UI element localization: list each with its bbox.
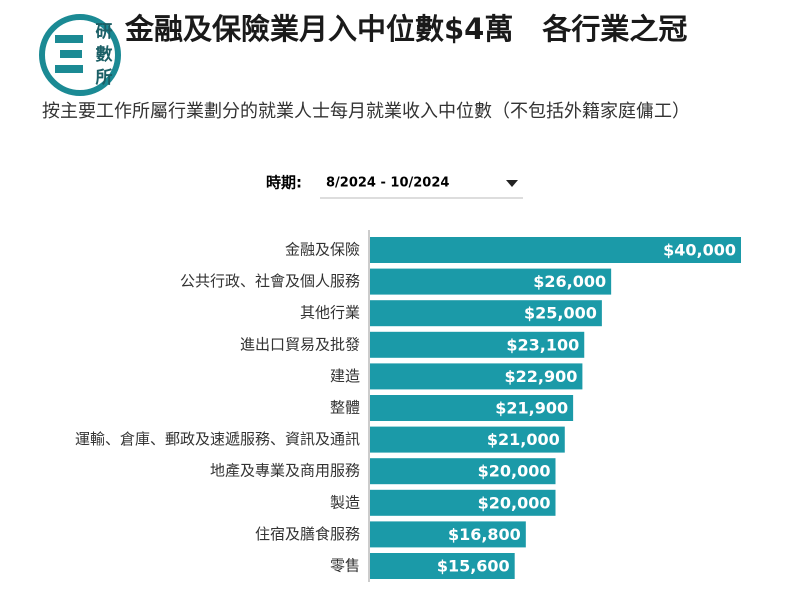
bar xyxy=(370,426,565,453)
logo: 研 數 所 xyxy=(39,14,121,96)
category-label: 住宿及膳食服務 xyxy=(255,525,360,543)
value-label: $21,000 xyxy=(487,430,560,449)
value-label: $15,600 xyxy=(437,557,510,576)
category-label: 建造 xyxy=(330,367,360,385)
bar xyxy=(370,395,574,421)
value-label: $20,000 xyxy=(478,493,551,512)
period-dropdown[interactable]: 8/2024 - 10/2024 xyxy=(320,176,523,199)
dropdown-arrow[interactable] xyxy=(506,180,518,187)
period-label: 時期: xyxy=(266,174,302,192)
logo-bar xyxy=(60,50,82,58)
value-label: $22,900 xyxy=(505,367,578,386)
period-value[interactable]: 8/2024 - 10/2024 xyxy=(326,176,449,191)
value-label: $25,000 xyxy=(524,304,597,323)
value-label: $26,000 xyxy=(533,272,606,291)
value-label: $40,000 xyxy=(663,241,736,260)
bar xyxy=(370,521,526,548)
category-label: 公共行政、社會及個人服務 xyxy=(180,272,360,290)
bar xyxy=(370,268,612,295)
bar xyxy=(370,489,556,516)
bar xyxy=(370,363,583,390)
category-label: 整體 xyxy=(330,399,360,417)
chart-title: 金融及保險業月入中位數$4萬 各行業之冠 xyxy=(125,12,688,46)
value-label: $20,000 xyxy=(478,462,551,481)
category-label: 其他行業 xyxy=(300,304,360,322)
bar xyxy=(370,458,556,485)
chart-subtitle: 按主要工作所屬行業劃分的就業人士每月就業收入中位數（不包括外籍家庭傭工） xyxy=(42,101,690,122)
logo-bar xyxy=(55,35,83,43)
logo-text: 所 xyxy=(96,68,113,88)
logo-text: 研 xyxy=(96,22,113,42)
category-label: 金融及保險 xyxy=(285,241,360,259)
logo-bar xyxy=(55,65,83,73)
bar xyxy=(370,331,585,358)
category-label: 運輸、倉庫、郵政及速遞服務、資訊及通訊 xyxy=(75,430,360,448)
value-label: $16,800 xyxy=(448,525,521,544)
category-label: 製造 xyxy=(330,493,360,511)
logo-text: 數 xyxy=(96,44,113,65)
category-label: 地產及專業及商用服務 xyxy=(210,462,360,480)
bar xyxy=(370,237,741,263)
category-label: 零售 xyxy=(330,557,360,575)
category-label: 進出口貿易及批發 xyxy=(240,335,360,353)
value-label: $23,100 xyxy=(506,335,579,354)
bar xyxy=(370,553,515,579)
value-label: $21,900 xyxy=(495,399,568,418)
logo-ring xyxy=(39,14,121,96)
bar xyxy=(370,300,602,327)
